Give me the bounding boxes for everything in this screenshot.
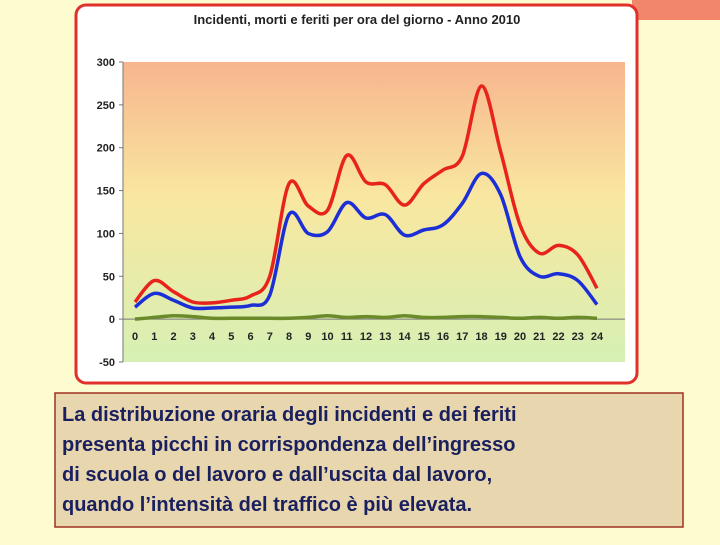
y-tick-label: 150 xyxy=(97,186,115,198)
x-tick-label: 6 xyxy=(247,331,253,343)
series-line xyxy=(133,171,599,311)
x-tick-label: 11 xyxy=(341,331,353,343)
series-line xyxy=(134,313,598,321)
x-tick-label: 9 xyxy=(305,331,311,343)
x-tick-label: 7 xyxy=(267,331,273,343)
x-tick-label: 5 xyxy=(228,331,234,343)
y-tick-label: 0 xyxy=(109,314,115,326)
x-tick-label: 2 xyxy=(170,331,176,343)
x-tick-label: 14 xyxy=(398,331,411,343)
x-tick-label: 13 xyxy=(379,331,391,343)
x-tick-label: 8 xyxy=(286,331,292,343)
caption-box xyxy=(54,392,684,528)
caption-line: La distribuzione oraria degli incidenti … xyxy=(62,404,517,426)
x-tick-label: 3 xyxy=(190,331,196,343)
y-tick-label: 200 xyxy=(97,143,115,155)
x-tick-label: 23 xyxy=(572,331,584,343)
plot-area xyxy=(123,62,625,362)
x-tick-label: 24 xyxy=(591,331,604,343)
y-tick-label: 100 xyxy=(97,228,115,240)
y-tick-label: 300 xyxy=(97,57,115,69)
x-tick-label: 20 xyxy=(514,331,526,343)
x-tick-label: 4 xyxy=(209,331,216,343)
x-tick-label: 15 xyxy=(418,331,430,343)
caption-line: presenta picchi in corrispondenza dell’i… xyxy=(62,434,515,456)
x-tick-label: 18 xyxy=(475,331,487,343)
caption-line: di scuola o del lavoro e dall’uscita dal… xyxy=(62,464,492,486)
chart-title: Incidenti, morti e feriti per ora del gi… xyxy=(194,12,521,27)
y-tick-label: 250 xyxy=(97,100,115,112)
x-tick-label: 19 xyxy=(495,331,507,343)
x-tick-label: 0 xyxy=(132,331,138,343)
x-tick-label: 12 xyxy=(360,331,372,343)
y-tick-label: 50 xyxy=(103,271,115,283)
series-line xyxy=(133,84,599,305)
x-tick-label: 17 xyxy=(456,331,468,343)
x-tick-label: 16 xyxy=(437,331,449,343)
corner-band xyxy=(632,0,720,20)
x-tick-label: 1 xyxy=(151,331,157,343)
x-tick-label: 22 xyxy=(552,331,564,343)
x-tick-label: 21 xyxy=(533,331,545,343)
x-tick-label: 10 xyxy=(321,331,333,343)
y-tick-label: -50 xyxy=(99,357,115,369)
caption-line: quando l’intensità del traffico è più el… xyxy=(62,494,472,516)
